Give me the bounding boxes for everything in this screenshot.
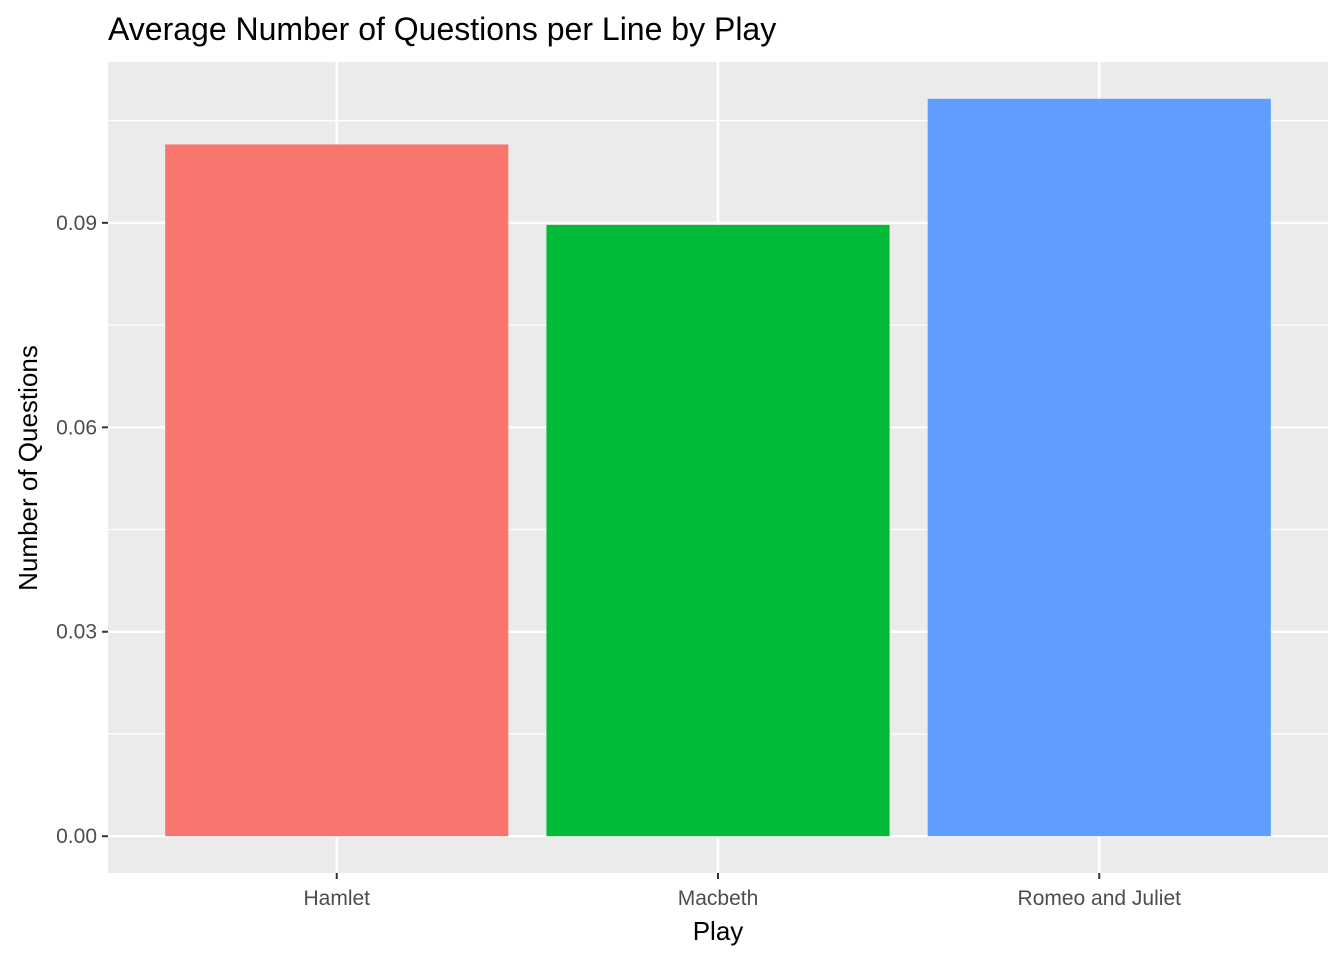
x-axis-title: Play xyxy=(693,916,744,946)
y-tick-label: 0.09 xyxy=(56,212,97,235)
x-axis-ticks: Hamlet Macbeth Romeo and Juliet xyxy=(303,873,1181,910)
chart-title: Average Number of Questions per Line by … xyxy=(108,11,776,47)
y-axis-title: Number of Questions xyxy=(13,345,43,591)
x-tick-label: Hamlet xyxy=(303,887,370,910)
bar-romeo-and-juliet xyxy=(927,98,1271,837)
bars xyxy=(165,98,1271,837)
y-tick-label: 0.06 xyxy=(56,416,97,439)
bar-macbeth xyxy=(546,224,890,837)
x-tick-label: Macbeth xyxy=(678,887,759,910)
y-tick-label: 0.03 xyxy=(56,621,97,644)
bar-hamlet xyxy=(165,144,509,837)
y-tick-label: 0.00 xyxy=(56,825,97,848)
x-tick-label: Romeo and Juliet xyxy=(1018,887,1182,910)
y-axis-ticks: 0.00 0.03 0.06 0.09 xyxy=(56,212,108,848)
